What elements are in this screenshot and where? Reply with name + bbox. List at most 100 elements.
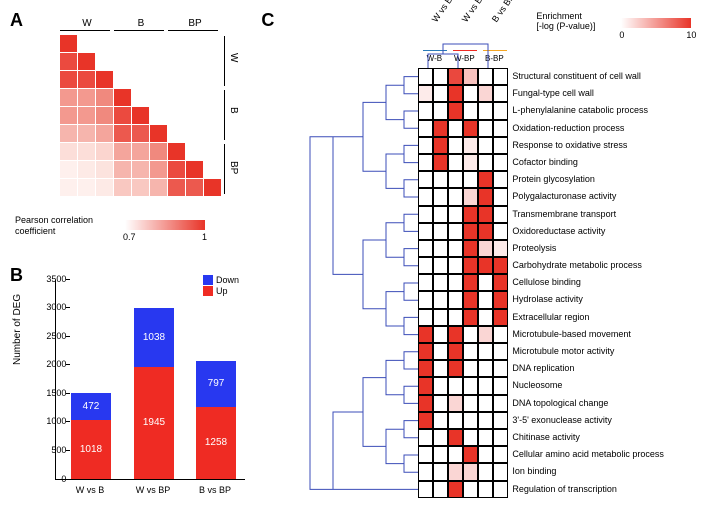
corr-cell — [60, 107, 77, 124]
heatmap-cell — [433, 137, 448, 154]
panel-b: B Number of DEG 4721018103819457971258 0… — [10, 265, 261, 520]
y-tick: 1000 — [36, 416, 66, 426]
heatmap-cell — [463, 137, 478, 154]
row-label: Ion binding — [512, 463, 556, 480]
y-tick: 0 — [36, 474, 66, 484]
heatmap-cell — [433, 309, 448, 326]
heatmap-cell — [478, 395, 493, 412]
heatmap-cell — [463, 326, 478, 343]
group-label-top: B — [116, 18, 166, 29]
heatmap-cell — [433, 412, 448, 429]
corr-cell — [186, 179, 203, 196]
heatmap-cell — [493, 154, 508, 171]
heatmap-cell — [478, 291, 493, 308]
column-dendrogram — [421, 40, 516, 68]
row-label: Microtubule-based movement — [512, 326, 631, 343]
heatmap-cell — [463, 429, 478, 446]
heatmap-cell — [463, 377, 478, 394]
heatmap-cell — [478, 274, 493, 291]
heatmap-row: Cellulose binding — [418, 274, 664, 291]
corr-cell — [186, 161, 203, 178]
heatmap-cell — [478, 223, 493, 240]
heatmap-cell — [493, 206, 508, 223]
corr-cell — [78, 179, 95, 196]
heatmap-cell — [493, 240, 508, 257]
heatmap-cell — [448, 223, 463, 240]
heatmap-cell — [433, 395, 448, 412]
pearson-max: 1 — [202, 232, 207, 242]
group-label-top: W — [62, 18, 112, 29]
heatmap-row: Cellular amino acid metabolic process — [418, 446, 664, 463]
heatmap-cell — [463, 240, 478, 257]
heatmap-cell — [463, 171, 478, 188]
group-label-right: W — [228, 53, 239, 62]
row-label: Proteolysis — [512, 240, 556, 257]
heatmap-cell — [493, 343, 508, 360]
heatmap-row: 3'-5' exonuclease activity — [418, 412, 664, 429]
y-tick: 3500 — [36, 274, 66, 284]
heatmap-row: Chitinase activity — [418, 429, 664, 446]
heatmap-cell — [433, 206, 448, 223]
row-label: Hydrolase activity — [512, 291, 583, 308]
bar-stack: 4721018 — [71, 393, 111, 478]
heatmap-row: Microtubule motor activity — [418, 343, 664, 360]
heatmap-cell — [493, 223, 508, 240]
heatmap-cell — [433, 68, 448, 85]
corr-cell — [60, 125, 77, 142]
corr-cell — [150, 125, 167, 142]
corr-cell — [96, 107, 113, 124]
corr-cell — [114, 89, 131, 106]
heatmap-cell — [418, 68, 433, 85]
corr-cell — [78, 161, 95, 178]
heatmap-cell — [478, 85, 493, 102]
heatmap-cell — [493, 463, 508, 480]
heatmap-cell — [448, 377, 463, 394]
heatmap-cell — [448, 446, 463, 463]
heatmap-cell — [463, 257, 478, 274]
corr-cell — [168, 179, 185, 196]
row-label: Regulation of transcription — [512, 481, 617, 498]
corr-cell — [150, 143, 167, 160]
heatmap-cell — [418, 188, 433, 205]
pearson-label: Pearson correlation coefficient — [15, 215, 93, 237]
heatmap-cell — [493, 395, 508, 412]
corr-cell — [204, 179, 221, 196]
corr-cell — [96, 161, 113, 178]
corr-cell — [114, 107, 131, 124]
heatmap-cell — [478, 188, 493, 205]
heatmap-cell — [433, 154, 448, 171]
heatmap-cell — [433, 171, 448, 188]
bar-down: 797 — [196, 361, 236, 407]
heatmap-cell — [418, 377, 433, 394]
group-label-right: BP — [228, 161, 239, 174]
heatmap-cell — [463, 120, 478, 137]
corr-cell — [60, 71, 77, 88]
row-label: Structural constituent of cell wall — [512, 68, 641, 85]
comparison-label: B vs BP — [490, 0, 515, 24]
heatmap-cell — [478, 481, 493, 498]
heatmap-cell — [418, 326, 433, 343]
corr-cell — [114, 143, 131, 160]
heatmap-row: Polygalacturonase activity — [418, 188, 664, 205]
enrichment-heatmap: Structural constituent of cell wallFunga… — [418, 68, 664, 498]
corr-cell — [78, 53, 95, 70]
heatmap-row: Transmembrane transport — [418, 206, 664, 223]
heatmap-cell — [463, 446, 478, 463]
heatmap-cell — [448, 274, 463, 291]
heatmap-cell — [433, 120, 448, 137]
heatmap-cell — [463, 360, 478, 377]
heatmap-cell — [463, 102, 478, 119]
heatmap-cell — [463, 481, 478, 498]
heatmap-row: Oxidoreductase activity — [418, 223, 664, 240]
legend-down: Down — [216, 275, 239, 285]
heatmap-cell — [448, 360, 463, 377]
bar-stack: 7971258 — [196, 361, 236, 478]
row-label: Polygalacturonase activity — [512, 188, 616, 205]
corr-cell — [132, 125, 149, 142]
heatmap-cell — [448, 463, 463, 480]
bar-up: 1945 — [134, 367, 174, 478]
heatmap-row: Protein glycosylation — [418, 171, 664, 188]
corr-cell — [60, 143, 77, 160]
heatmap-cell — [463, 154, 478, 171]
corr-cell — [78, 107, 95, 124]
